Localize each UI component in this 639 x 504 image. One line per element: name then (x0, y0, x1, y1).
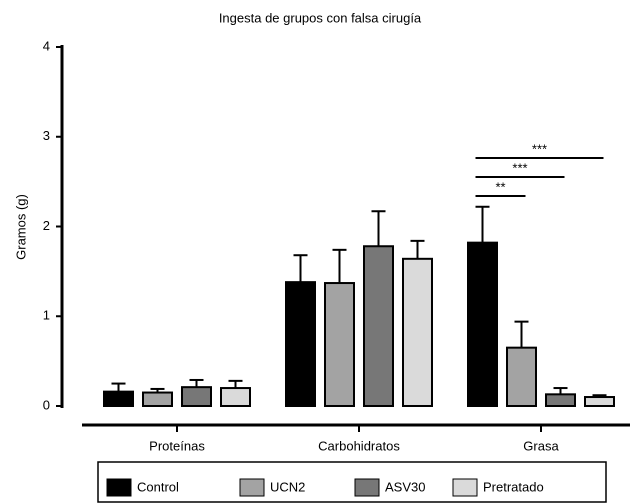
y-tick-label: 1 (43, 308, 50, 323)
legend-label: Pretratado (483, 479, 544, 494)
bar (402, 257, 433, 407)
legend-swatch (106, 478, 132, 497)
bar (285, 281, 316, 407)
significance-label: ** (495, 179, 505, 194)
legend (97, 461, 607, 503)
x-tick-label: Grasa (523, 438, 559, 453)
legend-swatch (354, 478, 380, 497)
legend-label: Control (137, 479, 179, 494)
y-tick-label: 4 (43, 38, 50, 53)
chart-title: Ingesta de grupos con falsa cirugía (219, 10, 422, 25)
y-tick-label: 3 (43, 128, 50, 143)
bar (181, 386, 212, 407)
legend-label: ASV30 (385, 479, 425, 494)
y-tick-label: 2 (43, 218, 50, 233)
x-tick-label: Carbohidratos (318, 438, 400, 453)
legend-swatch (239, 478, 265, 497)
bar (142, 391, 173, 408)
legend-swatch (452, 478, 478, 497)
bar (220, 387, 251, 407)
bar (467, 241, 498, 407)
bar (545, 393, 576, 407)
bar (584, 396, 615, 407)
legend-label: UCN2 (270, 479, 305, 494)
significance-label: *** (512, 160, 527, 175)
significance-label: *** (532, 141, 547, 156)
bar (103, 390, 134, 408)
bar (324, 282, 355, 408)
x-tick-label: Proteínas (149, 438, 205, 453)
y-axis-label: Gramos (g) (13, 194, 28, 260)
bar (363, 245, 394, 407)
y-tick-label: 0 (43, 397, 50, 412)
bar (506, 346, 537, 408)
